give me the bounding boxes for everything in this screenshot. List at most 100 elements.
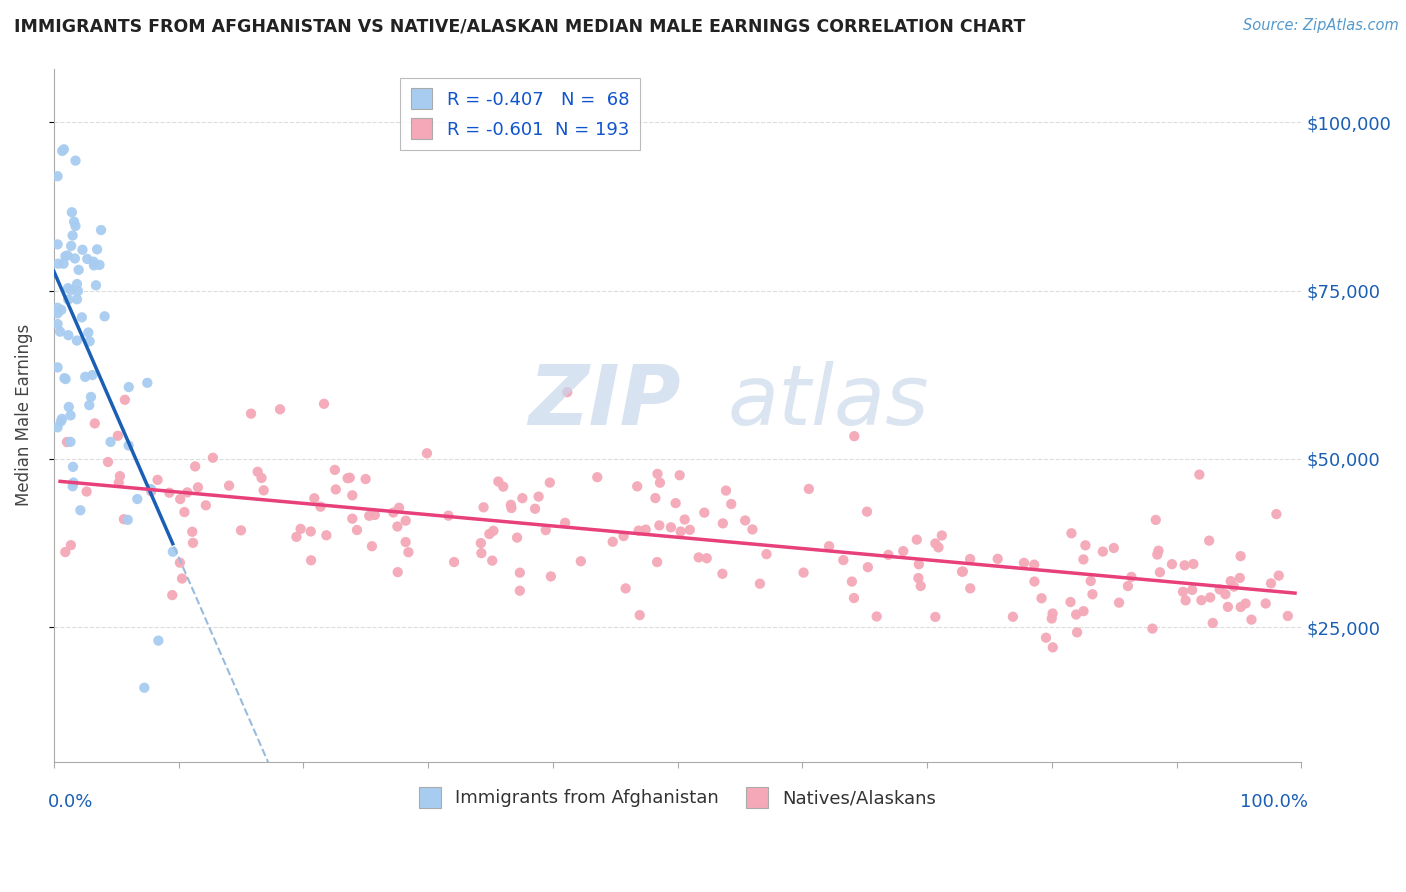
Point [499,498,522,512]
Point [1174,558,1197,573]
Point [1024,558,1046,572]
Point [1035,631,1057,645]
Point [659,520,682,534]
Point [1031,591,1053,606]
Point [481,554,503,568]
Point [339,471,361,485]
Point [312,397,335,411]
Point [346,523,368,537]
Point [818,539,841,553]
Point [959,552,981,566]
Point [62,479,84,493]
Point [187,480,209,494]
Point [63,252,86,266]
Point [59,434,82,449]
Point [51,302,73,317]
Point [910,579,932,593]
Point [1042,607,1064,621]
Point [793,566,815,580]
Point [679,523,702,537]
Point [59,409,82,423]
Point [60,205,83,219]
Point [959,582,981,596]
Point [58,400,80,414]
Point [1146,548,1168,562]
Point [388,500,411,515]
Point [169,491,191,506]
Point [1121,570,1143,584]
Point [60,239,83,253]
Point [67,263,90,277]
Point [866,609,889,624]
Point [84,278,107,293]
Point [647,467,669,481]
Point [907,571,929,585]
Text: ZIP: ZIP [527,360,681,442]
Point [76,484,98,499]
Point [1234,597,1257,611]
Point [856,560,879,574]
Point [644,491,666,505]
Point [1147,543,1170,558]
Point [108,469,131,483]
Point [844,429,866,443]
Point [53,371,76,385]
Point [470,536,492,550]
Point [173,505,195,519]
Point [501,501,523,516]
Point [486,475,509,489]
Point [79,334,101,349]
Point [97,455,120,469]
Point [80,390,103,404]
Text: atlas: atlas [727,360,929,442]
Point [1024,574,1046,589]
Point [1254,597,1277,611]
Point [952,565,974,579]
Point [673,512,696,526]
Point [538,475,561,490]
Point [72,243,94,257]
Point [1188,467,1211,482]
Point [931,528,953,542]
Point [69,503,91,517]
Point [55,372,77,386]
Point [1059,595,1081,609]
Point [77,326,100,340]
Point [648,475,671,490]
Point [1073,552,1095,566]
Point [325,483,347,497]
Point [240,407,263,421]
Point [141,484,163,499]
Point [472,500,495,515]
Point [315,528,337,542]
Point [748,576,770,591]
Point [396,545,419,559]
Point [1074,538,1097,552]
Text: IMMIGRANTS FROM AFGHANISTAN VS NATIVE/ALASKAN MEDIAN MALE EARNINGS CORRELATION C: IMMIGRANTS FROM AFGHANISTAN VS NATIVE/AL… [14,18,1025,36]
Point [63,214,86,228]
Point [201,450,224,465]
Point [246,465,269,479]
Point [470,546,492,560]
Point [56,435,79,450]
Point [83,417,105,431]
Point [891,544,914,558]
Point [169,556,191,570]
Point [58,328,80,343]
Point [1040,611,1063,625]
Point [1202,615,1225,630]
Point [1081,587,1104,601]
Point [114,392,136,407]
Point [842,591,865,605]
Point [524,501,547,516]
Point [987,551,1010,566]
Point [253,483,276,498]
Point [218,478,240,492]
Point [117,513,139,527]
Point [877,548,900,562]
Point [364,508,387,522]
Point [387,519,409,533]
Point [170,572,193,586]
Point [52,257,75,271]
Point [688,550,710,565]
